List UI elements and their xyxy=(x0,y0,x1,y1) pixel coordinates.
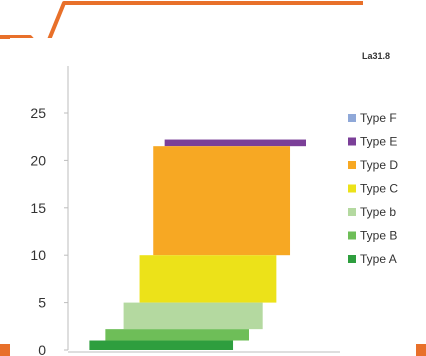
legend-item-type-a: Type A xyxy=(348,252,397,266)
legend-swatch xyxy=(348,161,356,169)
bar-type-c xyxy=(139,255,277,303)
legend-label: Type A xyxy=(360,252,397,266)
legend-item-type-f: Type F xyxy=(348,111,397,125)
y-tick-label: 15 xyxy=(30,200,46,216)
legend-item-type-c: Type C xyxy=(348,182,398,196)
legend-label: Type D xyxy=(360,158,398,172)
bar-type-e xyxy=(164,139,306,147)
legend-swatch xyxy=(348,208,356,216)
legend-label: Type b xyxy=(360,205,396,219)
frame-bottom-right-strip xyxy=(416,344,426,356)
y-tick-label: 25 xyxy=(30,105,46,121)
legend-label: Type B xyxy=(360,229,397,243)
y-tick-label: 5 xyxy=(38,295,46,311)
legend-item-type-b: Type B xyxy=(348,229,397,243)
legend: Type F Type E Type D Type C Type b Type B Type… xyxy=(348,111,398,266)
legend-item-type-e: Type E xyxy=(348,135,397,149)
y-axis: 0 5 10 15 20 25 xyxy=(30,66,340,356)
header-code-label: La31.8 xyxy=(362,51,390,61)
legend-swatch xyxy=(348,114,356,122)
legend-item-type-b: Type b xyxy=(348,205,396,219)
legend-swatch xyxy=(348,184,356,193)
bar-type-b xyxy=(105,329,249,341)
frame-bottom-left-strip xyxy=(0,344,11,356)
plot-area xyxy=(89,139,306,350)
legend-swatch xyxy=(348,231,356,240)
y-tick-label: 20 xyxy=(30,152,46,168)
legend-label: Type F xyxy=(360,111,397,125)
frame-top-band xyxy=(0,0,426,37)
bar-type-d xyxy=(153,146,291,256)
bar-type-a xyxy=(89,340,234,350)
legend-swatch xyxy=(348,137,356,146)
bar-type-b xyxy=(123,302,263,330)
legend-swatch xyxy=(348,255,356,263)
legend-item-type-d: Type D xyxy=(348,158,398,172)
y-tick-label: 10 xyxy=(30,247,46,263)
legend-label: Type E xyxy=(360,135,397,149)
legend-label: Type C xyxy=(360,182,398,196)
y-tick-label: 0 xyxy=(38,342,46,356)
